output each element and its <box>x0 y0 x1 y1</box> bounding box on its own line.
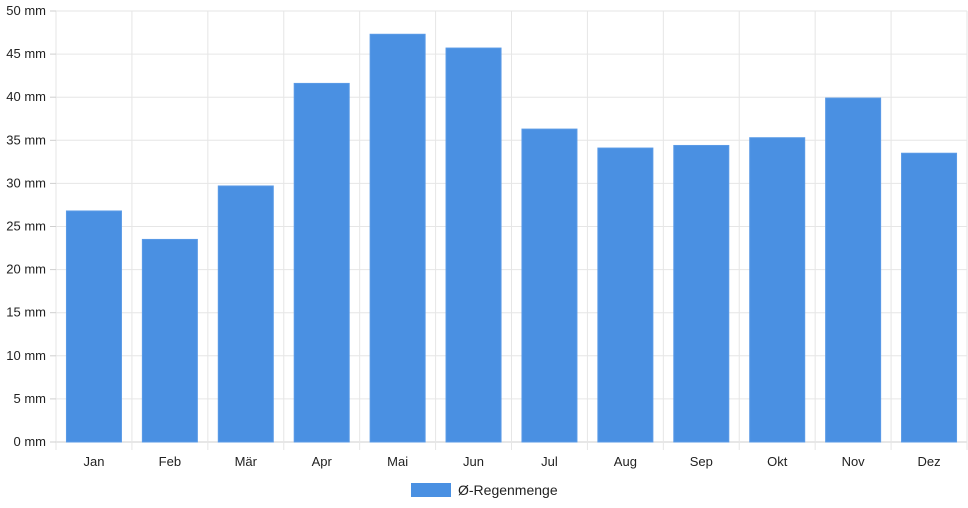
bar-Mär[interactable] <box>217 185 274 443</box>
y-tick-label: 5 mm <box>14 391 47 406</box>
bar-Okt[interactable] <box>749 137 806 443</box>
x-tick-label: Jan <box>83 454 104 469</box>
y-tick-label: 40 mm <box>6 89 46 104</box>
x-axis: Jan Feb Mär Apr Mai Jun Jul Aug Sep Okt Nov Dez <box>83 454 940 469</box>
y-axis: 0 mm 5 mm 10 mm 15 mm 20 mm 25 mm 30 mm 35 mm 40… <box>6 3 56 449</box>
bar-Aug[interactable] <box>597 147 654 443</box>
bar-Jul[interactable] <box>521 128 578 443</box>
y-tick-label: 45 mm <box>6 46 46 61</box>
y-tick-label: 50 mm <box>6 3 46 18</box>
bar-Apr[interactable] <box>293 82 350 443</box>
y-tick-label: 20 mm <box>6 262 46 277</box>
legend-label[interactable]: Ø-Regenmenge <box>458 482 558 498</box>
y-tick-label: 10 mm <box>6 348 46 363</box>
y-tick-label: 0 mm <box>14 434 47 449</box>
x-tick-label: Okt <box>767 454 788 469</box>
y-tick-label: 35 mm <box>6 132 46 147</box>
legend-swatch[interactable] <box>411 483 451 497</box>
x-tick-label: Nov <box>842 454 866 469</box>
bar-Feb[interactable] <box>141 238 198 443</box>
x-tick-label: Apr <box>312 454 333 469</box>
x-tick-label: Jul <box>541 454 558 469</box>
chart-grid <box>55 10 968 450</box>
y-tick-label: 25 mm <box>6 219 46 234</box>
bar-Sep[interactable] <box>673 144 730 443</box>
x-tick-label: Mär <box>235 454 258 469</box>
x-tick-label: Aug <box>614 454 637 469</box>
bar-Mai[interactable] <box>369 33 426 443</box>
bar-Nov[interactable] <box>825 97 882 443</box>
bar-Dez[interactable] <box>901 152 958 443</box>
bar-Jun[interactable] <box>445 47 502 443</box>
x-tick-label: Feb <box>159 454 181 469</box>
x-tick-label: Dez <box>917 454 940 469</box>
y-tick-label: 15 mm <box>6 305 46 320</box>
chart-legend[interactable]: Ø-Regenmenge <box>411 482 558 498</box>
x-tick-label: Sep <box>690 454 713 469</box>
bar-Jan[interactable] <box>65 210 122 443</box>
x-tick-label: Jun <box>463 454 484 469</box>
x-tick-label: Mai <box>387 454 408 469</box>
chart-bars <box>65 33 958 443</box>
y-tick-label: 30 mm <box>6 175 46 190</box>
